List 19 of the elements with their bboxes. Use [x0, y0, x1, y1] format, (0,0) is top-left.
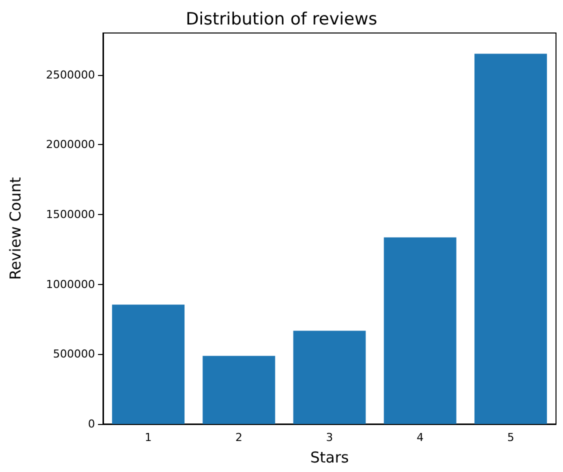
bar	[293, 330, 366, 424]
y-tick-label: 1500000	[46, 208, 95, 222]
y-tick-label: 0	[88, 418, 95, 430]
x-tick-label: 3	[326, 431, 333, 444]
bar	[112, 304, 185, 424]
y-tick-label: 2500000	[46, 68, 95, 82]
y-tick-label: 1000000	[46, 278, 95, 291]
x-tick-label: 1	[144, 431, 152, 444]
bar	[202, 356, 276, 424]
y-tick-label: 2000000	[46, 138, 95, 152]
x-axis-title: Stars	[310, 448, 349, 466]
x-tick-label: 4	[416, 431, 424, 444]
y-axis-title: Review Count	[6, 176, 24, 280]
bar	[384, 237, 456, 424]
chart-title: Distribution of reviews	[186, 10, 378, 30]
y-tick-label: 500000	[53, 348, 95, 361]
x-tick-label: 2	[235, 431, 242, 444]
bar	[474, 54, 547, 424]
x-tick-label: 5	[507, 431, 514, 444]
